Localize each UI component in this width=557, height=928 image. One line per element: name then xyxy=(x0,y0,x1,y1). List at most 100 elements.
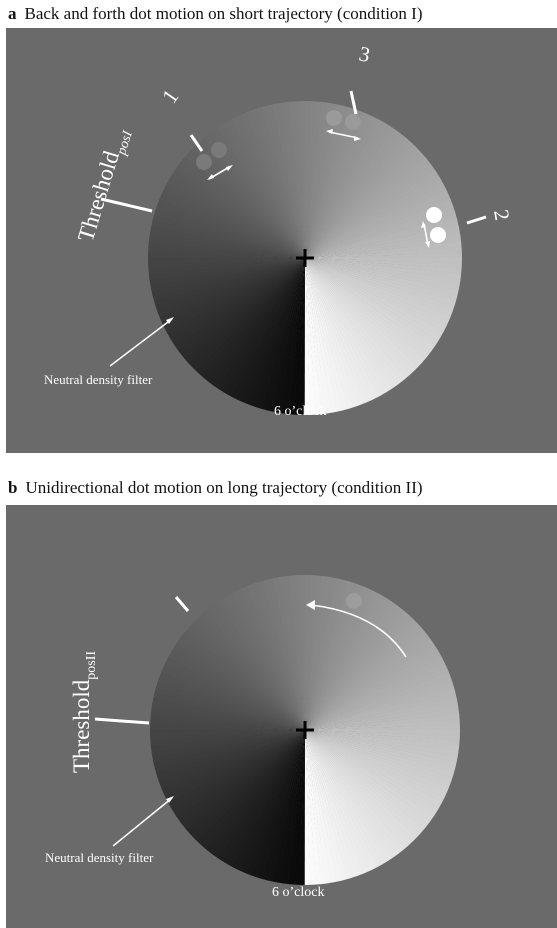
filter-gradient-wedge xyxy=(155,258,305,324)
filter-gradient-wedge xyxy=(305,163,439,258)
filter-gradient-wedge xyxy=(261,575,305,730)
filter-gradient-wedge xyxy=(190,615,305,730)
filter-gradient-wedge xyxy=(305,575,350,730)
filter-gradient-wedge xyxy=(305,587,380,730)
threshold-label: ThresholdposII xyxy=(69,651,99,773)
filter-gradient-wedge xyxy=(255,730,305,883)
panel-b: ThresholdposII Neutral density filter 6 … xyxy=(6,505,557,928)
filter-gradient-wedge xyxy=(305,578,360,730)
filter-gradient-wedge xyxy=(305,589,385,730)
filter-gradient-wedge xyxy=(305,718,460,730)
trajectory-arrowhead xyxy=(306,600,315,610)
filter-gradient-wedge xyxy=(305,258,350,415)
filter-gradient-wedge xyxy=(305,665,453,730)
filter-gradient-wedge xyxy=(305,258,417,378)
filter-gradient-wedge xyxy=(150,730,305,764)
dot-pair-position-2 xyxy=(421,207,446,248)
fixation-cross xyxy=(296,721,314,739)
filter-gradient-wedge xyxy=(305,730,453,795)
filter-gradient-wedge xyxy=(305,730,328,885)
filter-gradient-wedge xyxy=(282,101,305,258)
filter-gradient-wedge xyxy=(224,115,305,259)
filter-gradient-wedge xyxy=(304,730,311,885)
filter-gradient-wedge xyxy=(260,101,305,259)
six-oclock-label: 6 o’clock xyxy=(272,885,324,900)
filter-gradient-wedge xyxy=(150,258,305,308)
tick-label-1: 1 xyxy=(157,85,184,108)
filter-gradient-wedge xyxy=(211,598,305,730)
filter-gradient-wedge xyxy=(245,730,305,880)
filter-gradient-wedge xyxy=(157,730,305,795)
filter-gradient-wedge xyxy=(305,101,345,258)
filter-gradient-wedge xyxy=(305,619,424,730)
filter-gradient-wedge xyxy=(157,187,305,258)
filter-gradient-wedge xyxy=(201,258,305,385)
filter-gradient-wedge xyxy=(148,213,305,258)
filter-gradient-wedge xyxy=(305,707,460,730)
filter-gradient-wedge xyxy=(305,258,432,362)
filter-gradient-wedge xyxy=(305,730,416,849)
tick-mark-2 xyxy=(466,215,487,225)
filter-gradient-wedge xyxy=(305,258,450,334)
filter-gradient-wedge xyxy=(305,724,460,731)
filter-gradient-wedge xyxy=(219,258,305,398)
filter-gradient-wedge xyxy=(305,730,460,769)
filter-gradient-wedge xyxy=(148,258,305,292)
filter-gradient-wedge xyxy=(176,730,305,828)
filter-gradient-wedge xyxy=(155,192,305,258)
filter-gradient-wedge xyxy=(186,619,305,730)
filter-gradient-wedge xyxy=(150,729,305,736)
filter-gradient-wedge xyxy=(244,258,305,410)
filter-gradient-wedge xyxy=(305,258,462,303)
filter-gradient-wedge xyxy=(152,680,305,730)
panel-a-title-text: Back and forth dot motion on short traje… xyxy=(24,4,423,23)
tick-mark xyxy=(174,596,190,612)
filter-gradient-wedge xyxy=(214,121,305,258)
filter-gradient-wedge xyxy=(260,258,305,415)
filter-gradient-wedge xyxy=(305,730,451,800)
filter-gradient-wedge xyxy=(150,207,305,258)
tick-label-2: 2 xyxy=(489,208,514,223)
filter-gradient-wedge xyxy=(176,631,305,730)
filter-gradient-wedge xyxy=(305,258,381,403)
filter-gradient-wedge xyxy=(305,730,317,885)
filter-gradient-wedge xyxy=(305,686,460,730)
filter-gradient-wedge xyxy=(305,258,322,415)
filter-gradient-wedge xyxy=(150,730,305,742)
filter-gradient-wedge xyxy=(305,611,416,730)
filter-gradient-wedge xyxy=(168,258,305,349)
filter-gradient-wedge xyxy=(305,730,355,883)
filter-gradient-wedge xyxy=(240,730,305,878)
filter-gradient-wedge xyxy=(305,730,375,876)
filter-gradient-wedge xyxy=(193,138,305,258)
filter-gradient-wedge xyxy=(288,575,305,730)
filter-gradient-wedge xyxy=(305,202,459,258)
filter-gradient-wedge xyxy=(305,582,370,730)
filter-gradient-wedge xyxy=(271,575,305,730)
filter-gradient-wedge xyxy=(288,101,305,258)
filter-gradient-wedge xyxy=(255,577,305,730)
filter-gradient-wedge xyxy=(305,730,431,833)
filter-gradient-wedge xyxy=(201,130,305,258)
filter-gradient-wedge xyxy=(229,113,305,258)
filter-gradient-wedge xyxy=(305,592,390,730)
filter-gradient-wedge xyxy=(150,730,305,753)
filter-gradient-wedge xyxy=(305,730,322,885)
filter-gradient-wedge xyxy=(161,730,305,805)
filter-gradient-wedge xyxy=(159,730,305,800)
filter-gradient-wedge xyxy=(305,197,457,258)
filter-gradient-wedge xyxy=(305,730,424,841)
filter-gradient-wedge xyxy=(239,258,305,408)
filter-gradient-wedge xyxy=(305,604,408,730)
filter-gradient-wedge xyxy=(185,258,305,370)
filter-gradient-wedge xyxy=(305,730,365,880)
filter-gradient-wedge xyxy=(162,655,305,730)
filter-gradient-wedge xyxy=(159,660,305,730)
filter-gradient-wedge xyxy=(305,108,371,258)
filter-gradient-wedge xyxy=(183,730,305,837)
filter-gradient-wedge xyxy=(202,730,305,856)
filter-gradient-wedge xyxy=(254,258,305,413)
six-oclock-label: 6 o’clock xyxy=(274,404,326,419)
filter-gradient-wedge xyxy=(170,640,305,730)
filter-gradient-wedge xyxy=(305,730,458,780)
